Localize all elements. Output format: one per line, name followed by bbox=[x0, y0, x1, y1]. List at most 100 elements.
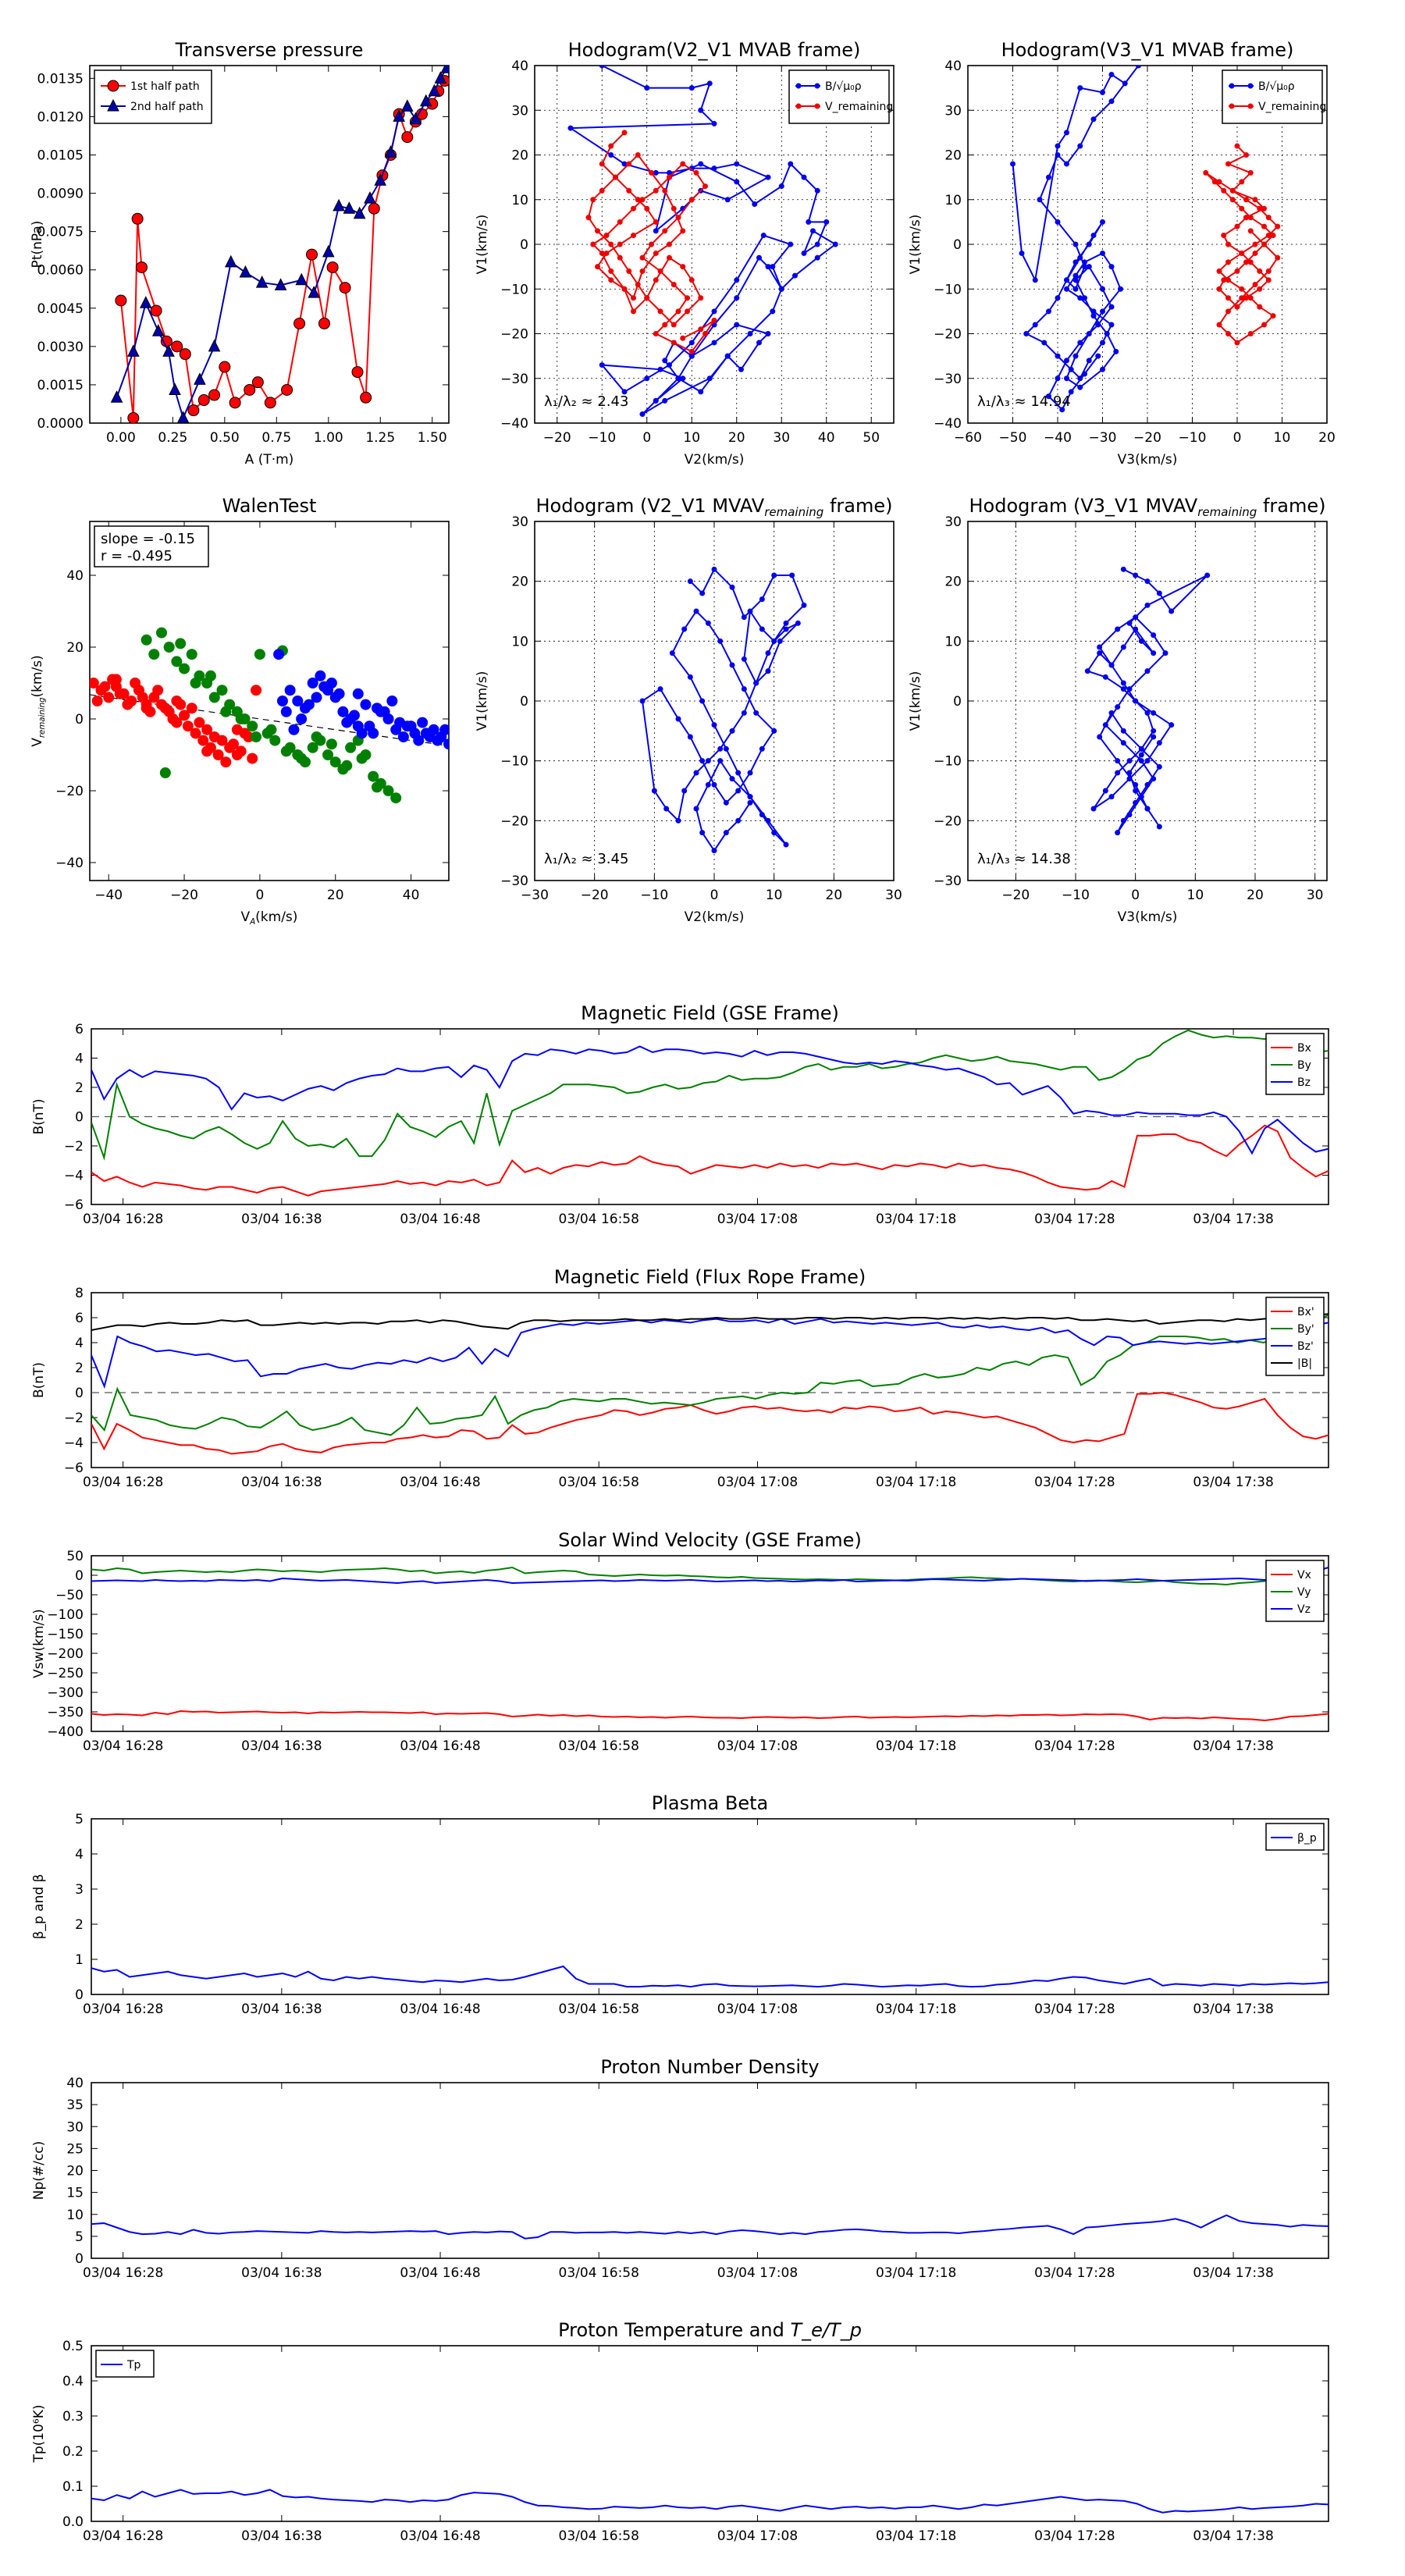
data-point bbox=[729, 584, 735, 590]
y-tick-label: −10 bbox=[934, 282, 962, 297]
y-tick-label: 0.0015 bbox=[37, 378, 84, 393]
data-point bbox=[608, 268, 614, 274]
data-point bbox=[653, 228, 659, 234]
data-point bbox=[635, 197, 641, 203]
data-point bbox=[681, 788, 688, 794]
data-point bbox=[169, 382, 181, 395]
x-tick-label: 0.50 bbox=[210, 430, 240, 446]
data-point bbox=[1203, 169, 1209, 176]
y-tick-label: 35 bbox=[66, 2097, 84, 2113]
x-tick-label: 03/04 16:38 bbox=[241, 1212, 322, 1227]
y-tick-label: −40 bbox=[934, 416, 962, 432]
y-tick-label: −10 bbox=[500, 754, 528, 770]
data-point bbox=[670, 322, 677, 328]
x-tick-label: 1.50 bbox=[418, 430, 447, 446]
data-point bbox=[1243, 259, 1249, 265]
data-point bbox=[384, 145, 397, 158]
data-point bbox=[1247, 215, 1254, 221]
x-tick-label: 10 bbox=[1274, 430, 1291, 446]
y-tick-label: −2 bbox=[64, 1411, 84, 1426]
data-point bbox=[1229, 197, 1236, 203]
y-tick-label: 4 bbox=[75, 1051, 84, 1067]
x-tick-label: −20 bbox=[170, 888, 198, 903]
data-point bbox=[1082, 264, 1087, 270]
y-tick-label: 20 bbox=[511, 148, 528, 164]
legend-marker bbox=[107, 98, 119, 112]
x-tick-label: 40 bbox=[403, 888, 420, 903]
data-point bbox=[1046, 308, 1051, 315]
data-point bbox=[1055, 143, 1061, 149]
data-point bbox=[1120, 817, 1126, 824]
x-tick-label: 03/04 17:38 bbox=[1193, 1738, 1273, 1754]
data-point bbox=[1151, 728, 1157, 734]
x-tick-label: 03/04 16:38 bbox=[241, 2001, 322, 2017]
data-point bbox=[662, 187, 668, 194]
legend-label: V_remaining bbox=[825, 101, 893, 113]
data-point bbox=[777, 638, 783, 644]
data-point bbox=[1252, 282, 1258, 288]
x-tick-label: 03/04 17:28 bbox=[1034, 2528, 1115, 2544]
data-point bbox=[1090, 308, 1097, 315]
y-tick-label: −4 bbox=[64, 1169, 84, 1184]
data-point bbox=[711, 317, 717, 323]
y-tick-label: 2 bbox=[75, 1917, 84, 1933]
data-point bbox=[397, 731, 409, 742]
data-point bbox=[394, 717, 406, 728]
series-line-Vz bbox=[91, 1567, 1329, 1585]
data-point bbox=[608, 152, 614, 158]
data-point bbox=[1097, 644, 1103, 650]
data-point bbox=[823, 219, 830, 225]
annotation-text: λ₁/λ₃ ≈ 14.94 bbox=[977, 393, 1071, 410]
data-point bbox=[372, 781, 382, 793]
data-point bbox=[788, 161, 794, 167]
data-point bbox=[1156, 763, 1162, 770]
data-point bbox=[1133, 572, 1139, 578]
data-point bbox=[131, 212, 144, 225]
x-tick-label: 03/04 16:58 bbox=[559, 1212, 639, 1227]
x-tick-label: 03/04 16:58 bbox=[559, 2265, 639, 2281]
data-point bbox=[401, 99, 414, 112]
data-point bbox=[687, 578, 693, 585]
legend-label: Bx' bbox=[1297, 1306, 1314, 1318]
data-point bbox=[1151, 650, 1157, 656]
y-axis-label: Vsw(km/s) bbox=[31, 1609, 47, 1678]
data-point bbox=[1234, 304, 1240, 310]
data-point bbox=[1077, 340, 1083, 346]
data-point bbox=[171, 340, 183, 353]
x-tick-label: 10 bbox=[1187, 888, 1204, 903]
x-tick-label: −10 bbox=[1179, 430, 1207, 446]
data-point bbox=[190, 728, 201, 739]
x-tick-label: 03/04 16:48 bbox=[400, 1738, 480, 1754]
data-point bbox=[667, 362, 672, 368]
data-point bbox=[814, 187, 820, 194]
data-point bbox=[814, 254, 820, 261]
data-point bbox=[341, 717, 353, 728]
data-point bbox=[599, 187, 605, 194]
data-point bbox=[351, 366, 364, 379]
data-point bbox=[670, 205, 677, 212]
data-point bbox=[284, 685, 296, 696]
y-tick-label: 8 bbox=[75, 1286, 84, 1301]
data-point bbox=[702, 183, 708, 190]
data-point bbox=[1133, 698, 1139, 704]
chart-ts_tp: Proton Temperature and T_e/T_p 03/04 16:2… bbox=[31, 2319, 1329, 2544]
x-tick-label: 50 bbox=[863, 430, 880, 446]
data-point bbox=[1102, 788, 1108, 794]
data-point bbox=[567, 125, 574, 131]
y-tick-label: 5 bbox=[75, 2229, 84, 2245]
y-tick-label: 40 bbox=[511, 59, 528, 74]
data-point bbox=[269, 735, 281, 746]
data-point bbox=[150, 304, 162, 317]
y-tick-label: 0 bbox=[75, 1110, 84, 1126]
x-tick-label: 03/04 16:28 bbox=[83, 1212, 163, 1227]
data-point bbox=[1090, 806, 1097, 812]
x-tick-label: −40 bbox=[1044, 430, 1072, 446]
data-point bbox=[667, 241, 672, 247]
data-area bbox=[91, 1313, 1329, 1455]
data-point bbox=[653, 250, 659, 256]
x-tick-label: −20 bbox=[581, 888, 609, 903]
data-point bbox=[311, 731, 322, 742]
data-point bbox=[265, 724, 277, 735]
data-point bbox=[1082, 295, 1087, 301]
data-point bbox=[603, 250, 610, 256]
